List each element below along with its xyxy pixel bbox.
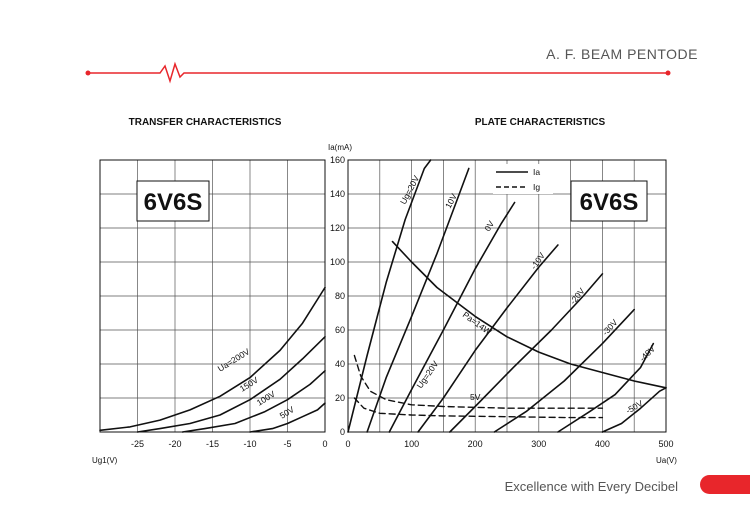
x-tick-label: 300 <box>531 439 546 449</box>
curve-100v <box>181 370 326 433</box>
y-tick-label: 20 <box>335 393 345 403</box>
y-tick-label: 0 <box>340 427 345 437</box>
x-tick-label: 0 <box>322 439 327 449</box>
plate-curve-label-minus40v: -40V <box>637 343 657 363</box>
curve-50v <box>249 402 326 433</box>
plate-tube-label: 6V6S <box>580 189 639 216</box>
plate-chart-title: PLATE CHARACTERISTICS <box>475 117 606 128</box>
y-tick-label: 140 <box>330 189 345 199</box>
x-tick-label: -15 <box>206 439 219 449</box>
plate-tube-label-box <box>570 180 648 222</box>
footer-accent-tab <box>700 475 750 494</box>
header-title: A. F. BEAM PENTODE <box>546 46 698 62</box>
plate-legend-box <box>493 164 553 194</box>
curve-ua-200v <box>99 286 326 432</box>
transfer-characteristics-chart: 6V6S -25 -20 -15 -10 -5 0 Ug1(V) Ua=200V 150V… <box>92 159 328 465</box>
header-line-endpoint <box>665 70 671 76</box>
plot-frame <box>99 159 326 433</box>
curve-10v <box>366 167 470 433</box>
transfer-chart-title: TRANSFER CHARACTERISTICS <box>129 117 282 128</box>
x-tick-label: -25 <box>131 439 144 449</box>
plate-curve-label-0v: 0V <box>482 219 496 233</box>
x-tick-label: -20 <box>168 439 181 449</box>
legend-ia-label: Ia <box>533 167 540 177</box>
footer-slogan: Excellence with Every Decibel <box>504 479 678 494</box>
curve-ug-20v <box>347 159 432 433</box>
transfer-grid <box>99 159 326 433</box>
y-tick-label: 120 <box>330 223 345 233</box>
ig-ug-20v <box>353 354 604 409</box>
curve-0v <box>388 201 516 433</box>
transfer-curve-label-50v: 50V <box>278 404 296 421</box>
header-pulse-line <box>88 61 668 84</box>
plate-tick-labels: 0 100 200 300 400 500 0 20 40 60 80 100 120 140 160 <box>330 155 674 449</box>
plate-curve-label-ug20v: Ug=20V <box>398 174 422 206</box>
curve--30v <box>493 308 635 433</box>
transfer-tube-label: 6V6S <box>144 189 203 216</box>
y-tick-label: 40 <box>335 359 345 369</box>
plate-x-axis-label: Ua(V) <box>656 456 677 465</box>
x-tick-label: 0 <box>345 439 350 449</box>
curve-150v <box>136 336 326 433</box>
plate-curves <box>347 159 667 433</box>
transfer-curve-label-100v: 100V <box>255 389 277 408</box>
plate-characteristics-chart: 6V6S Ia Ig 0 100 200 300 400 500 0 20 40 60 80 100 1… <box>328 143 677 465</box>
plate-curve-label-pa14w: Pa=14W <box>461 310 493 337</box>
legend-ig-label: Ig <box>533 182 540 192</box>
y-tick-label: 60 <box>335 325 345 335</box>
curve--10v <box>417 244 559 433</box>
transfer-curve-label-200v: Ua=200V <box>216 346 252 374</box>
curve--40v <box>557 342 655 433</box>
transfer-tube-label-box <box>136 180 210 222</box>
y-tick-label: 160 <box>330 155 345 165</box>
x-tick-label: 100 <box>404 439 419 449</box>
ig-5v <box>353 397 604 419</box>
transfer-curve-label-150v: 150V <box>238 375 260 394</box>
x-tick-label: -10 <box>243 439 256 449</box>
header-line-endpoint <box>85 70 91 76</box>
x-tick-label: 500 <box>658 439 673 449</box>
y-tick-label: 80 <box>335 291 345 301</box>
plate-y-axis-label: Ia(mA) <box>328 143 352 152</box>
y-tick-label: 100 <box>330 257 345 267</box>
transfer-x-tick-labels: -25 -20 -15 -10 -5 0 <box>131 439 328 449</box>
x-tick-label: 200 <box>468 439 483 449</box>
curve-pa-14w <box>391 240 667 389</box>
plate-curve-label-ig-5v: 5V <box>470 392 481 402</box>
x-tick-label: 400 <box>595 439 610 449</box>
transfer-x-axis-label: Ug1(V) <box>92 456 118 465</box>
transfer-curves <box>99 286 326 433</box>
plate-curve-label-ig-ug20v: Ug=20V <box>414 359 440 390</box>
x-tick-label: -5 <box>283 439 291 449</box>
plot-frame <box>347 159 667 433</box>
curve--50v <box>601 387 667 433</box>
